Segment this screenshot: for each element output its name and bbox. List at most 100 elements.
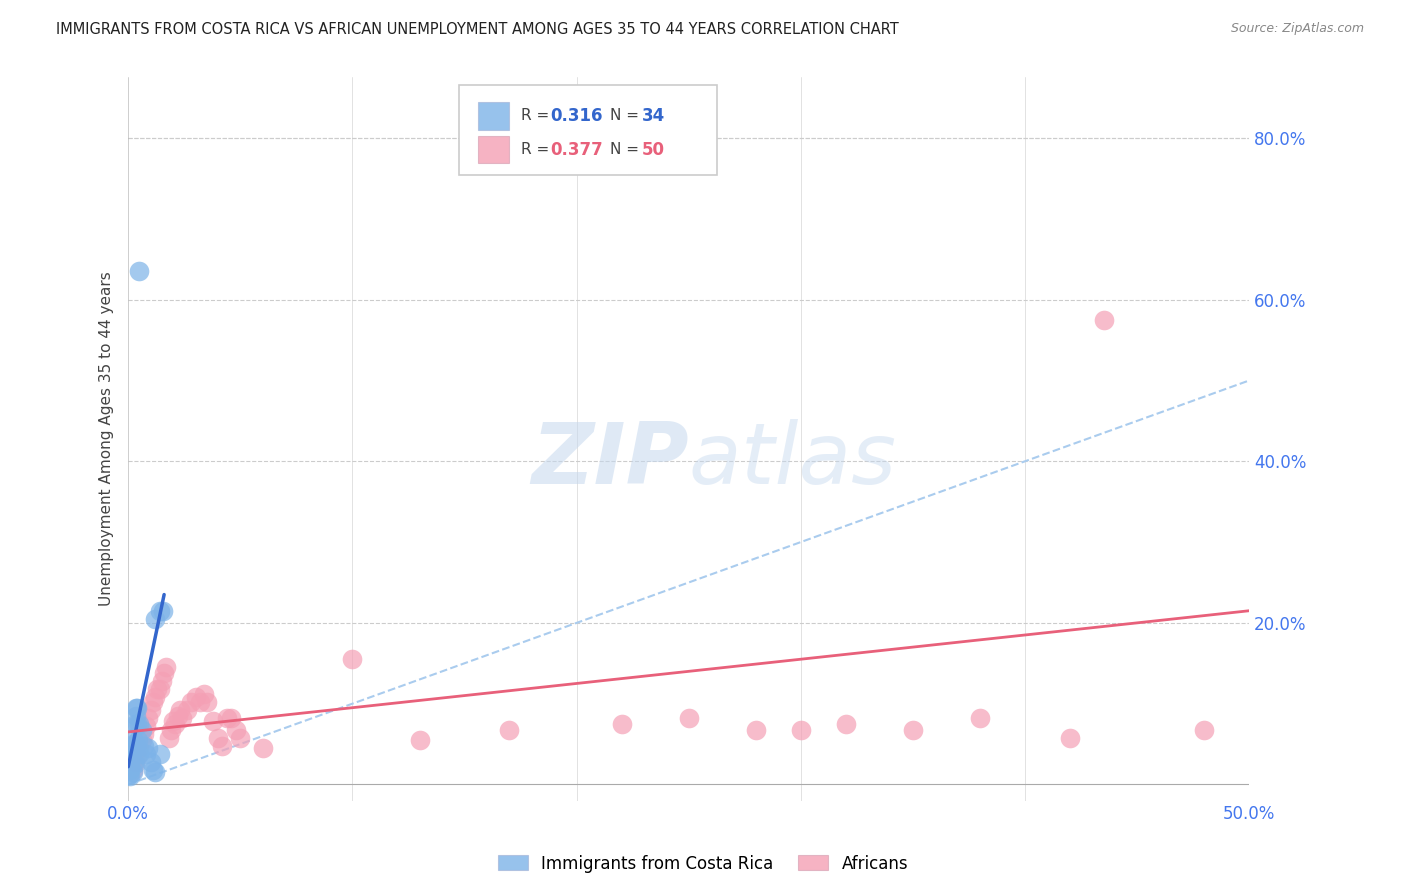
- Point: [153, 665, 176, 680]
- Point: [342, 652, 364, 666]
- FancyBboxPatch shape: [478, 136, 509, 163]
- Point: [121, 765, 143, 780]
- Point: [155, 660, 177, 674]
- Point: [142, 695, 165, 709]
- Point: [610, 716, 633, 731]
- Text: atlas: atlas: [689, 419, 897, 502]
- Point: [678, 711, 700, 725]
- Point: [132, 739, 155, 753]
- Point: [125, 700, 148, 714]
- Point: [215, 711, 238, 725]
- Point: [143, 765, 166, 780]
- Point: [121, 731, 143, 745]
- Point: [165, 716, 187, 731]
- Point: [176, 703, 198, 717]
- Point: [132, 727, 155, 741]
- Point: [138, 711, 160, 725]
- Point: [221, 711, 243, 725]
- Point: [169, 703, 191, 717]
- Text: N =: N =: [610, 142, 644, 157]
- Text: R =: R =: [520, 108, 554, 123]
- Point: [149, 682, 172, 697]
- Point: [121, 745, 143, 759]
- Point: [211, 739, 233, 753]
- Point: [1194, 723, 1216, 737]
- Point: [409, 733, 432, 747]
- Point: [139, 703, 162, 717]
- Point: [124, 755, 146, 769]
- Point: [127, 716, 149, 731]
- Point: [252, 741, 274, 756]
- Text: ZIP: ZIP: [531, 419, 689, 502]
- Point: [225, 723, 247, 737]
- Point: [118, 763, 141, 777]
- Point: [142, 763, 165, 777]
- Point: [162, 714, 184, 729]
- Point: [138, 741, 160, 756]
- Point: [166, 708, 188, 723]
- Y-axis label: Unemployment Among Ages 35 to 44 years: Unemployment Among Ages 35 to 44 years: [100, 272, 114, 607]
- Point: [120, 753, 142, 767]
- Point: [120, 747, 142, 761]
- Point: [498, 723, 520, 737]
- FancyBboxPatch shape: [458, 85, 717, 175]
- Text: 0.316: 0.316: [550, 107, 602, 125]
- Point: [790, 723, 813, 737]
- Point: [131, 723, 153, 737]
- Text: R =: R =: [520, 142, 554, 157]
- Point: [124, 716, 146, 731]
- Point: [195, 695, 218, 709]
- Point: [135, 719, 157, 733]
- Point: [121, 737, 143, 751]
- Point: [127, 749, 149, 764]
- Point: [128, 741, 150, 756]
- Point: [124, 757, 146, 772]
- Point: [143, 612, 166, 626]
- Point: [180, 695, 202, 709]
- Point: [188, 695, 211, 709]
- Point: [969, 711, 991, 725]
- Point: [127, 700, 149, 714]
- Point: [229, 731, 252, 745]
- Point: [184, 690, 207, 705]
- Point: [193, 687, 215, 701]
- Legend: Immigrants from Costa Rica, Africans: Immigrants from Costa Rica, Africans: [491, 848, 915, 880]
- Point: [121, 739, 143, 753]
- Point: [120, 769, 142, 783]
- Point: [170, 711, 193, 725]
- Point: [146, 682, 169, 697]
- Point: [157, 731, 180, 745]
- Text: 0.377: 0.377: [550, 141, 603, 159]
- Point: [120, 760, 142, 774]
- Point: [1059, 731, 1081, 745]
- Point: [128, 747, 150, 761]
- Point: [745, 723, 768, 737]
- Text: N =: N =: [610, 108, 644, 123]
- Text: Source: ZipAtlas.com: Source: ZipAtlas.com: [1230, 22, 1364, 36]
- Point: [149, 604, 172, 618]
- Point: [128, 264, 150, 278]
- Point: [118, 768, 141, 782]
- Point: [207, 731, 229, 745]
- Text: IMMIGRANTS FROM COSTA RICA VS AFRICAN UNEMPLOYMENT AMONG AGES 35 TO 44 YEARS COR: IMMIGRANTS FROM COSTA RICA VS AFRICAN UN…: [56, 22, 898, 37]
- FancyBboxPatch shape: [478, 102, 509, 129]
- Text: 50: 50: [641, 141, 665, 159]
- Point: [149, 747, 172, 761]
- Point: [122, 755, 145, 769]
- Point: [834, 716, 856, 731]
- Point: [121, 763, 143, 777]
- Point: [127, 733, 149, 747]
- Point: [143, 690, 166, 705]
- Point: [152, 604, 174, 618]
- Point: [150, 673, 173, 688]
- Point: [135, 747, 157, 761]
- Point: [901, 723, 924, 737]
- Point: [128, 716, 150, 731]
- Point: [139, 755, 162, 769]
- Point: [160, 723, 183, 737]
- Point: [202, 714, 225, 729]
- Point: [125, 708, 148, 723]
- Text: 34: 34: [641, 107, 665, 125]
- Point: [127, 739, 149, 753]
- Point: [1092, 313, 1115, 327]
